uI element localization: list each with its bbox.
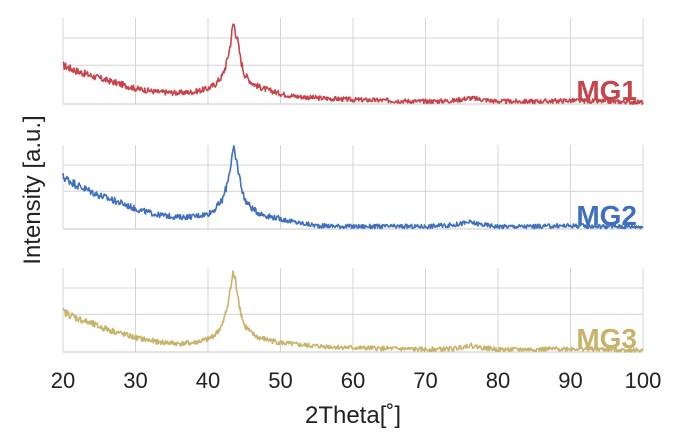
series-line-mg1 (62, 23, 644, 106)
series-label-mg3: MG3 (576, 323, 637, 354)
x-axis-title: 2Theta[˚] (305, 402, 401, 429)
series-label-mg1: MG1 (576, 75, 637, 106)
x-tick-label: 30 (123, 368, 147, 393)
x-tick-label-layer: 20 30 40 50 60 70 80 90 100 (51, 368, 662, 393)
x-tick-label: 70 (413, 368, 437, 393)
x-tick-label: 90 (558, 368, 582, 393)
x-tick-label: 50 (268, 368, 292, 393)
series-layer (62, 23, 644, 353)
x-tick-label: 40 (196, 368, 220, 393)
x-tick-label: 100 (625, 368, 662, 393)
x-tick-label: 80 (486, 368, 510, 393)
series-line-mg2 (62, 145, 644, 230)
grid-layer (62, 18, 644, 353)
y-axis-title: Intensity [a.u.] (19, 115, 46, 264)
series-line-mg3 (62, 270, 644, 353)
x-tick-label: 20 (51, 368, 75, 393)
x-tick-label: 60 (341, 368, 365, 393)
series-label-mg2: MG2 (576, 200, 637, 231)
series-label-layer: MG1 MG2 MG3 (576, 75, 637, 354)
